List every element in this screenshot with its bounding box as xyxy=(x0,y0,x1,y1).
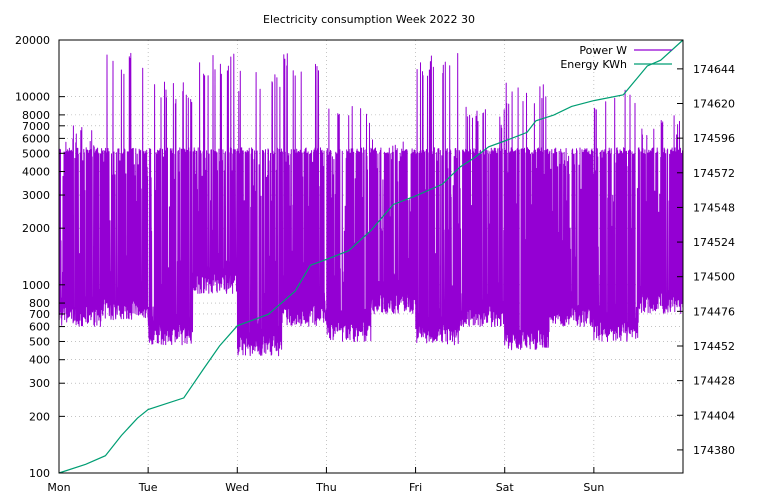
y-tick-label: 1000 xyxy=(22,279,50,292)
power-series xyxy=(58,52,684,357)
y2-tick-label: 174404 xyxy=(693,409,735,422)
y-tick-label: 10000 xyxy=(15,91,50,104)
chart-title: Electricity consumption Week 2022 30 xyxy=(263,13,475,26)
plot-frame xyxy=(58,39,684,474)
x-axis: Mon Tue Wed Thu Fri Sat Sun xyxy=(47,467,604,494)
y-tick-label: 300 xyxy=(29,377,50,390)
series-line-energy xyxy=(58,39,684,474)
y2-tick-label: 174500 xyxy=(693,271,735,284)
y2-tick-label: 174524 xyxy=(693,236,735,249)
x-tick-label: Mon xyxy=(47,481,70,494)
x-tick-label: Wed xyxy=(225,481,249,494)
y-tick-label: 200 xyxy=(29,410,50,423)
y2-tick-label: 174596 xyxy=(693,132,735,145)
y-tick-label: 4000 xyxy=(22,166,50,179)
y-tick-label: 20000 xyxy=(15,34,50,47)
y2-tick-label: 174452 xyxy=(693,340,735,353)
y-tick-label: 500 xyxy=(29,335,50,348)
x-tick-label: Tue xyxy=(138,481,158,494)
y-tick-label: 7000 xyxy=(22,120,50,133)
x-tick-label: Thu xyxy=(315,481,337,494)
y-tick-label: 400 xyxy=(29,354,50,367)
x-tick-label: Sun xyxy=(583,481,604,494)
y2-tick-label: 174620 xyxy=(693,98,735,111)
energy-series xyxy=(58,39,684,474)
y-tick-label: 8000 xyxy=(22,109,50,122)
x-tick-label: Sat xyxy=(496,481,515,494)
series-line-power xyxy=(58,52,684,357)
y-tick-label: 600 xyxy=(29,321,50,334)
legend-label: Energy KWh xyxy=(560,58,627,71)
x-tick-label: Fri xyxy=(409,481,422,494)
y-tick-label: 2000 xyxy=(22,222,50,235)
y-tick-label: 700 xyxy=(29,308,50,321)
y-tick-label: 3000 xyxy=(22,189,50,202)
y2-tick-label: 174476 xyxy=(693,305,735,318)
y2-tick-label: 174548 xyxy=(693,201,735,214)
y-tick-label: 100 xyxy=(29,467,50,480)
y2-axis: 174380 174404 174428 174452 174476 174500 1745… xyxy=(677,63,735,457)
y-tick-label: 5000 xyxy=(22,147,50,160)
y2-tick-label: 174572 xyxy=(693,167,735,180)
y-tick-label: 6000 xyxy=(22,132,50,145)
y2-tick-label: 174428 xyxy=(693,375,735,388)
y-tick-label: 800 xyxy=(29,297,50,310)
y2-tick-label: 174644 xyxy=(693,63,735,76)
y2-tick-label: 174380 xyxy=(693,444,735,457)
legend-label: Power W xyxy=(579,44,627,57)
